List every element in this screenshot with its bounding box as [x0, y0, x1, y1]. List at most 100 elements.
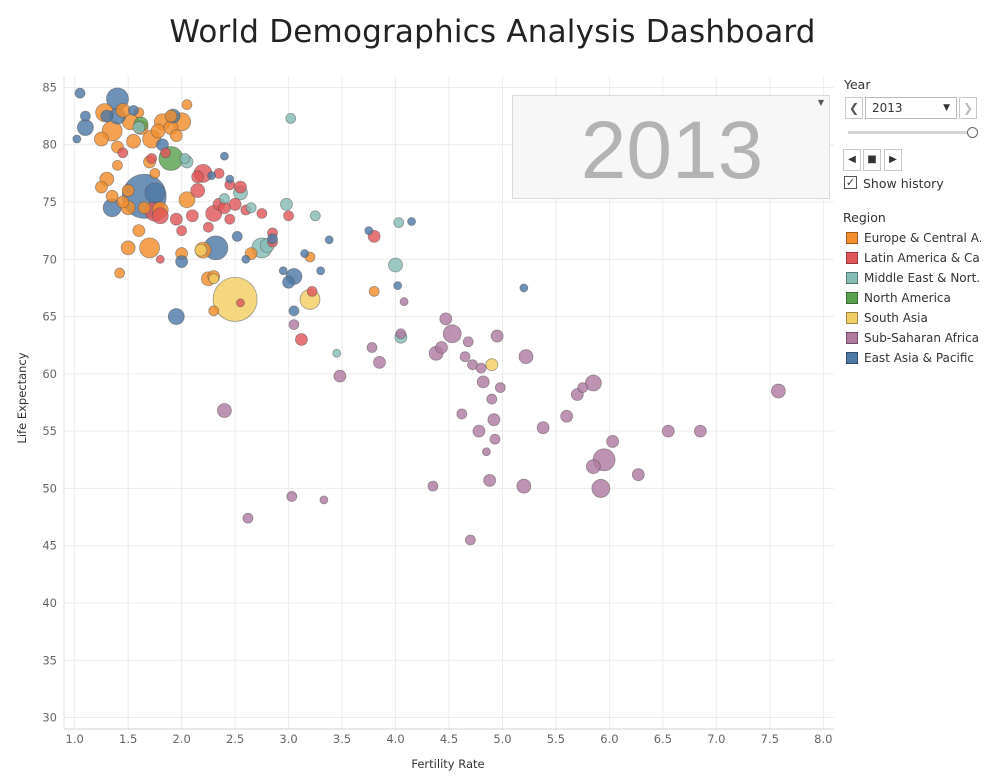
data-point[interactable] — [95, 180, 108, 194]
data-point[interactable] — [516, 478, 532, 494]
data-point[interactable] — [462, 336, 474, 348]
data-point[interactable] — [333, 369, 347, 383]
data-point[interactable] — [176, 225, 188, 237]
data-point[interactable] — [128, 104, 139, 116]
data-point[interactable] — [631, 468, 645, 482]
data-point[interactable] — [585, 459, 601, 475]
data-point[interactable] — [456, 408, 468, 420]
data-point[interactable] — [160, 147, 171, 159]
data-point[interactable] — [267, 233, 278, 245]
data-point[interactable] — [442, 324, 462, 344]
data-point[interactable] — [577, 382, 589, 394]
data-point[interactable] — [121, 184, 135, 197]
data-point[interactable] — [144, 182, 166, 204]
data-point[interactable] — [191, 170, 205, 184]
data-point[interactable] — [280, 197, 293, 211]
data-point[interactable] — [146, 153, 158, 164]
data-point[interactable] — [485, 358, 499, 372]
data-point[interactable] — [278, 266, 288, 276]
data-point[interactable] — [324, 235, 334, 245]
data-point[interactable] — [489, 433, 501, 445]
data-point[interactable] — [407, 217, 416, 226]
data-point[interactable] — [393, 281, 403, 291]
data-point[interactable] — [487, 413, 501, 427]
data-point[interactable] — [295, 333, 308, 346]
data-point[interactable] — [224, 213, 236, 225]
data-point[interactable] — [300, 249, 310, 258]
chevron-right-icon[interactable]: ❯ — [959, 97, 977, 119]
data-point[interactable] — [435, 341, 448, 354]
data-point[interactable] — [178, 191, 196, 209]
data-point[interactable] — [364, 226, 374, 236]
stop-icon[interactable]: ■ — [863, 149, 881, 171]
data-point[interactable] — [482, 447, 491, 457]
data-point[interactable] — [282, 275, 295, 289]
data-point[interactable] — [242, 512, 254, 524]
data-point[interactable] — [207, 171, 216, 181]
legend-item[interactable]: North America — [846, 291, 981, 305]
data-point[interactable] — [241, 254, 251, 264]
data-point[interactable] — [483, 474, 497, 487]
data-point[interactable] — [175, 255, 189, 268]
data-point[interactable] — [285, 112, 297, 124]
data-point[interactable] — [486, 393, 498, 405]
data-point[interactable] — [427, 480, 439, 492]
data-point[interactable] — [316, 266, 326, 276]
data-point[interactable] — [319, 495, 329, 505]
data-point[interactable] — [169, 212, 183, 226]
data-point[interactable] — [116, 195, 130, 209]
data-point[interactable] — [256, 208, 268, 219]
year-display-box[interactable]: 2013 ▼ — [512, 95, 830, 199]
data-point[interactable] — [100, 109, 114, 123]
year-select[interactable]: 2013 ▼ — [865, 97, 957, 119]
data-point[interactable] — [309, 210, 321, 222]
data-point[interactable] — [494, 382, 506, 394]
data-point[interactable] — [219, 193, 230, 204]
data-point[interactable] — [464, 534, 476, 546]
data-point[interactable] — [234, 180, 247, 194]
data-point[interactable] — [151, 207, 169, 225]
data-point[interactable] — [393, 217, 405, 229]
data-point[interactable] — [120, 240, 136, 256]
data-point[interactable] — [190, 183, 206, 198]
step-back-icon[interactable]: ◀ — [843, 149, 861, 171]
data-point[interactable] — [388, 257, 403, 273]
data-point[interactable] — [399, 297, 409, 307]
data-point[interactable] — [74, 87, 86, 99]
data-point[interactable] — [164, 109, 178, 123]
data-point[interactable] — [79, 110, 91, 122]
data-point[interactable] — [459, 351, 471, 363]
data-point[interactable] — [475, 362, 487, 374]
data-point[interactable] — [518, 349, 534, 365]
data-point[interactable] — [366, 342, 378, 353]
data-point[interactable] — [150, 123, 166, 139]
data-point[interactable] — [439, 312, 453, 326]
data-point[interactable] — [202, 221, 214, 233]
data-point[interactable] — [179, 153, 191, 164]
data-point[interactable] — [139, 237, 160, 259]
data-point[interactable] — [181, 99, 193, 111]
data-point[interactable] — [288, 319, 300, 330]
data-point[interactable] — [76, 119, 94, 136]
play-icon[interactable]: ▶ — [884, 149, 902, 171]
data-point[interactable] — [194, 243, 208, 257]
data-point[interactable] — [132, 224, 146, 238]
legend-item[interactable]: Europe & Central A.. — [846, 231, 981, 245]
year-slider-thumb[interactable] — [967, 127, 978, 138]
show-history-checkbox[interactable]: ✓ — [844, 176, 857, 189]
data-point[interactable] — [208, 305, 220, 317]
legend-item[interactable]: Latin America & Ca.. — [846, 251, 981, 265]
data-point[interactable] — [288, 305, 300, 317]
data-point[interactable] — [228, 197, 242, 211]
data-point[interactable] — [231, 230, 243, 242]
chevron-left-icon[interactable]: ❮ — [845, 97, 863, 119]
data-point[interactable] — [185, 209, 199, 223]
data-point[interactable] — [115, 102, 131, 118]
data-point[interactable] — [94, 131, 109, 147]
data-point[interactable] — [373, 356, 386, 369]
data-point[interactable] — [149, 167, 161, 179]
data-point[interactable] — [167, 308, 185, 325]
data-point[interactable] — [693, 424, 707, 438]
data-point[interactable] — [117, 147, 129, 159]
